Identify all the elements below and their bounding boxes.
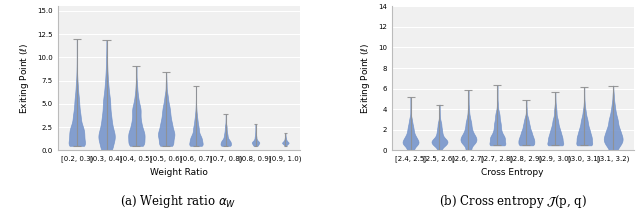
- Text: (a) Weight ratio $\alpha_W$: (a) Weight ratio $\alpha_W$: [120, 193, 237, 209]
- Text: (b) Cross entropy $\mathcal{J}$(p, q): (b) Cross entropy $\mathcal{J}$(p, q): [438, 193, 587, 209]
- X-axis label: Weight Ratio: Weight Ratio: [150, 168, 207, 177]
- Y-axis label: Exiting Point ($\ell$): Exiting Point ($\ell$): [359, 43, 372, 114]
- Y-axis label: Exiting Point ($\ell$): Exiting Point ($\ell$): [19, 43, 31, 114]
- X-axis label: Cross Entropy: Cross Entropy: [481, 168, 544, 177]
